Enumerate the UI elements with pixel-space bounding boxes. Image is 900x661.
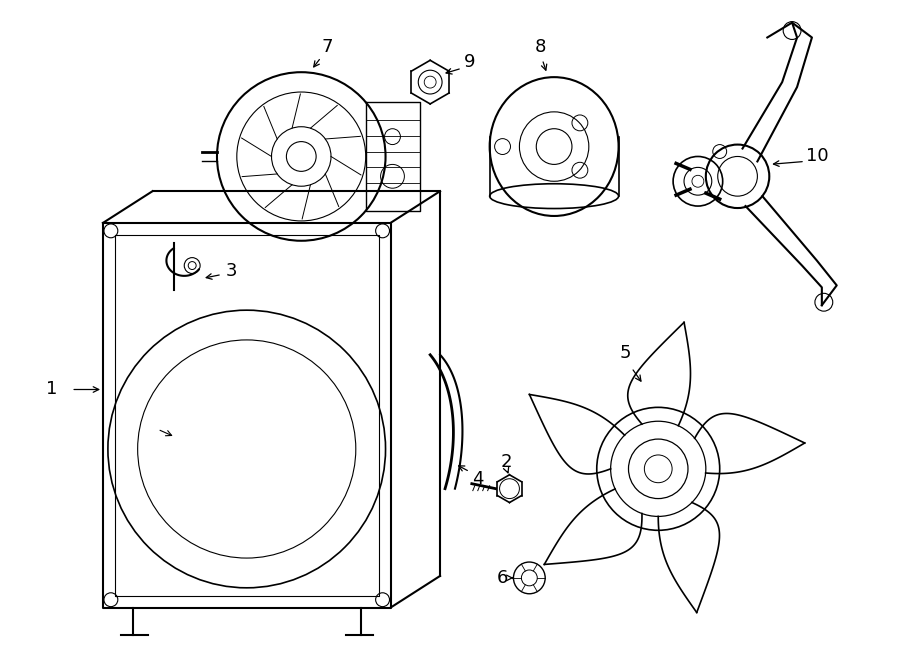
Text: 6: 6 [497, 569, 508, 587]
Text: 2: 2 [500, 453, 512, 471]
Text: 3: 3 [226, 262, 238, 280]
Text: 8: 8 [535, 38, 546, 56]
Text: 1: 1 [46, 381, 57, 399]
Text: 9: 9 [464, 54, 475, 71]
Text: 5: 5 [620, 344, 631, 362]
Text: 7: 7 [321, 38, 333, 56]
Text: 4: 4 [472, 470, 483, 488]
Text: 10: 10 [806, 147, 828, 165]
